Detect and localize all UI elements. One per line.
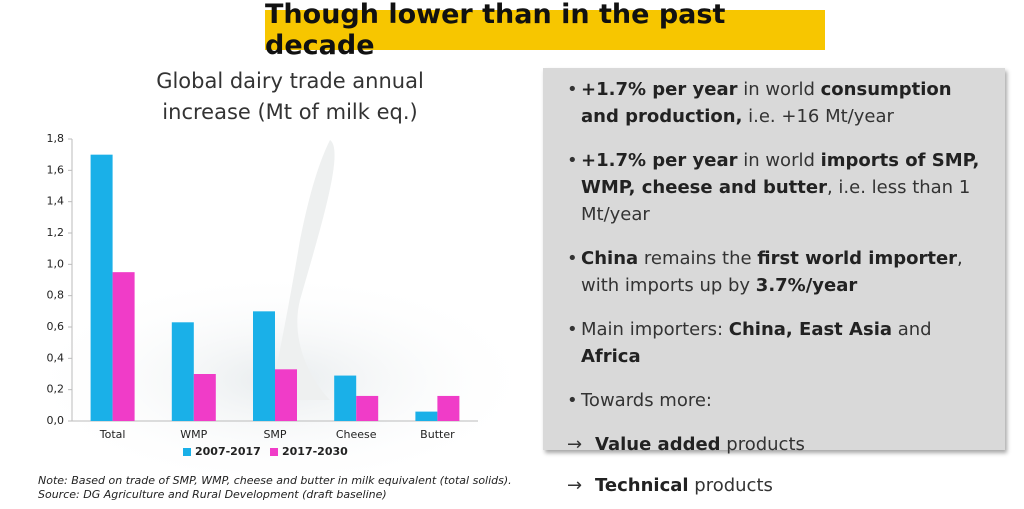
x-tick-label: Butter: [420, 428, 455, 441]
bar: [415, 411, 438, 421]
bold-run: Technical: [595, 475, 689, 496]
y-tick-label: 0,4: [47, 351, 65, 364]
y-tick-label: 1,2: [47, 226, 65, 239]
bullet-text: Technical products: [595, 472, 773, 499]
bullet: • +1.7% per year in world imports of SMP,…: [567, 147, 991, 228]
y-tick-label: 0,0: [47, 414, 65, 427]
bold-run: China, East Asia: [728, 319, 893, 340]
x-tick-label: Cheese: [336, 428, 377, 441]
text-run: Main importers:: [581, 319, 729, 340]
y-tick-label: 0,2: [47, 383, 65, 396]
bullet-marker: →: [567, 475, 583, 496]
y-tick-label: 0,8: [47, 289, 65, 302]
note-line: Note: Based on trade of SMP, WMP, cheese…: [38, 474, 512, 487]
y-tick-label: 1,6: [47, 163, 65, 176]
y-tick-label: 0,6: [47, 320, 65, 333]
bold-run: China: [581, 248, 639, 269]
text-run: remains the: [638, 248, 758, 269]
legend-swatch: [270, 448, 278, 456]
bullet-text: Towards more:: [581, 387, 712, 414]
y-tick-label: 1,4: [47, 195, 65, 208]
text-run: i.e. +16 Mt/year: [742, 106, 894, 127]
text-run: and: [892, 319, 932, 340]
x-tick-label: WMP: [180, 428, 207, 441]
bold-run: +1.7% per year: [581, 150, 738, 171]
bar: [90, 154, 113, 421]
x-tick-label: SMP: [263, 428, 286, 441]
bar: [334, 375, 357, 421]
bullet-marker: •: [567, 150, 578, 171]
bullet-text: +1.7% per year in world consumption and …: [581, 76, 991, 130]
bullet: → Technical products: [567, 472, 991, 499]
note-line: Source: DG Agriculture and Rural Develop…: [38, 488, 387, 501]
bullet: • China remains the first world importer,…: [567, 245, 991, 299]
text-run: in world: [737, 79, 821, 100]
bold-run: 3.7%/year: [755, 275, 858, 296]
bullet-marker: •: [567, 248, 578, 269]
legend-label: 2017-2030: [282, 445, 348, 458]
bar: [437, 395, 460, 421]
bold-run: Value added: [595, 434, 721, 455]
bullet: • +1.7% per year in world consumption and…: [567, 76, 991, 130]
text-run: , with imports up by: [581, 248, 963, 296]
text-run: products: [720, 434, 805, 455]
text-run: products: [688, 475, 773, 496]
text-run: in world: [737, 150, 821, 171]
bar: [112, 272, 135, 421]
bullet: • Main importers: China, East Asia and Af…: [567, 316, 991, 370]
text-run: Towards more:: [581, 390, 713, 411]
bold-run: +1.7% per year: [581, 79, 738, 100]
bullet-text: China remains the first world importer, …: [581, 245, 991, 299]
bold-run: Africa: [581, 346, 641, 367]
text-run: , i.e. less than 1 Mt/year: [581, 177, 971, 225]
bullet-text: Value added products: [595, 431, 805, 458]
bold-run: consumption and production,: [581, 79, 952, 127]
chart: 0,0 0,2 0,4 0,6 0,8 1,0 1,2 1,4 1,6 1,8 Total WMP SM…: [20, 132, 520, 490]
bullet: • Towards more:: [567, 387, 991, 414]
x-tick-label: Total: [99, 428, 126, 441]
bullet-text: +1.7% per year in world imports of SMP, …: [581, 147, 991, 228]
bar: [171, 322, 194, 421]
note: Note: Based on trade of SMP, WMP, cheese…: [38, 474, 512, 502]
bullet-marker: •: [567, 319, 578, 340]
legend-swatch: [183, 448, 191, 456]
chart-title: Global dairy trade annual increase (Mt o…: [156, 69, 424, 124]
bar: [193, 374, 216, 421]
bar: [253, 311, 275, 421]
bullet-marker: →: [567, 434, 583, 455]
bar: [275, 369, 297, 421]
y-tick-label: 1,0: [47, 257, 65, 270]
milk-stream: [270, 140, 335, 400]
bold-run: first world importer: [757, 248, 958, 269]
y-tick-label: 1,8: [47, 132, 65, 145]
legend-label: 2007-2017: [195, 445, 261, 458]
text-panel: • +1.7% per year in world consumption and…: [543, 68, 1005, 496]
bullet-marker: •: [567, 390, 578, 411]
bullet-marker: •: [567, 79, 578, 100]
bold-run: imports of SMP, WMP, cheese and butter: [581, 150, 980, 198]
bullet: → Value added products: [567, 431, 991, 458]
bullet-text: Main importers: China, East Asia and Afr…: [581, 316, 991, 370]
bar: [356, 395, 379, 421]
